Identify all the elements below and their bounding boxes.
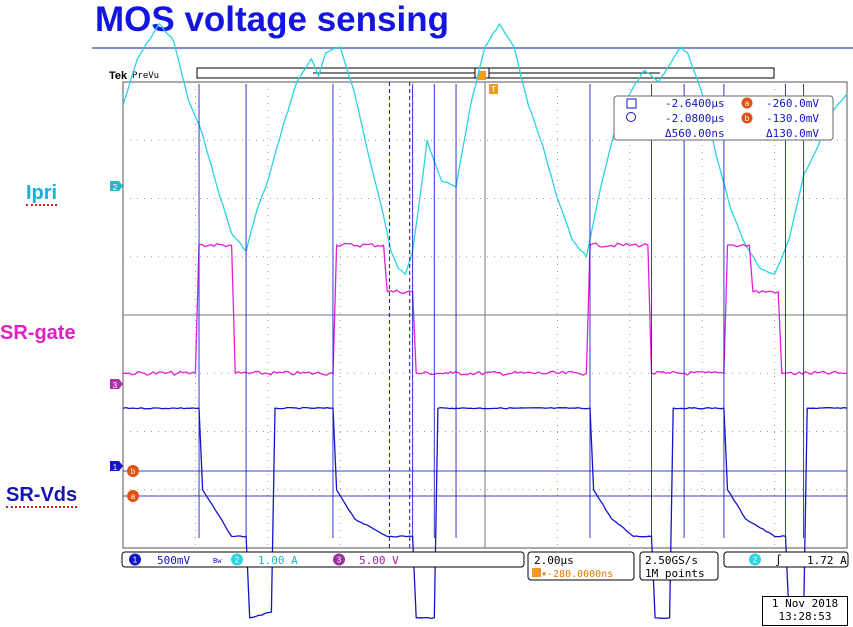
cursor-a-level-marker: a — [127, 490, 139, 502]
svg-text:T: T — [491, 85, 496, 94]
ch3-ground-marker: 3 — [110, 379, 123, 390]
ch2-scale: 1.00 A — [258, 554, 298, 567]
cursor-dt: Δ560.00ns — [665, 127, 725, 140]
label-sr-vds: SR-Vds — [6, 484, 78, 508]
svg-text:2: 2 — [113, 183, 118, 192]
cursor-a-tag: a — [745, 99, 750, 108]
scope-mode: PreVu — [132, 71, 159, 81]
cursor-b-icon — [741, 112, 753, 124]
ch3-badge: 3 — [337, 556, 342, 565]
cursor-vb: -130.0mV — [766, 112, 819, 125]
ch2-badge: 2 — [235, 556, 240, 565]
cursor-b-level-marker: b — [127, 465, 139, 477]
ch1-badge: 1 — [133, 556, 138, 565]
acquisition-box[interactable] — [639, 551, 719, 581]
cursor-readout: -2.6400µs -2.0800µs Δ560.00ns a b -260.0… — [613, 95, 834, 141]
ch1-bandwidth: Bw — [213, 557, 222, 565]
ch1-scale: 500mV — [157, 554, 190, 567]
timebase-value: 2.00µs — [534, 554, 574, 567]
date: 1 Nov 2018 — [771, 597, 839, 610]
graticule-grid — [123, 82, 847, 548]
status-bar: 1 500mV Bw 2 1.00 A 3 5.00 V 2.00µs ▾-28… — [121, 551, 849, 581]
trigger-position-marker: T — [489, 84, 498, 94]
cursor-va: -260.0mV — [766, 97, 819, 110]
timebase-box[interactable] — [527, 551, 635, 581]
cursor1-icon — [626, 98, 637, 109]
timestamp-box: 1 Nov 2018 13:28:53 — [762, 596, 848, 626]
trigger-source: 2 — [753, 556, 758, 565]
cursor-t1: -2.6400µs — [665, 97, 725, 110]
trigger-level: 1.72 A — [807, 554, 847, 567]
channel-settings-box[interactable] — [121, 551, 525, 568]
svg-text:1: 1 — [113, 463, 118, 472]
title-divider — [92, 47, 853, 49]
time: 13:28:53 — [778, 610, 832, 623]
overview-trigger-marker — [478, 71, 486, 80]
cursor-b-tag: b — [745, 114, 750, 123]
trigger-slope-icon: ∫ — [775, 554, 782, 567]
cursor-t2: -2.0800µs — [665, 112, 725, 125]
cursor2-icon — [626, 112, 636, 122]
sample-rate: 2.50GS/s — [645, 554, 698, 567]
trace-sr-gate — [123, 242, 848, 376]
trace-sr-vds — [122, 406, 848, 620]
label-ipri: Ipri — [26, 182, 58, 206]
trigger-position: ▾-280.0000ns — [541, 569, 613, 580]
svg-text:b: b — [131, 467, 136, 476]
ch2-ground-marker: 2 — [110, 181, 123, 192]
label-sr-gate: SR-gate — [0, 322, 76, 344]
trace-ipri — [122, 23, 848, 275]
scope-brand: Tek — [109, 70, 128, 82]
ch1-ground-marker: 1 — [110, 461, 123, 472]
record-length: 1M points — [645, 567, 705, 580]
ch3-scale: 5.00 V — [359, 554, 399, 567]
cursor-dv: Δ130.0mV — [766, 127, 819, 140]
waveform-traces — [122, 23, 848, 620]
svg-text:3: 3 — [113, 381, 118, 390]
svg-text:a: a — [131, 492, 136, 501]
cursor-a-icon — [741, 97, 753, 109]
